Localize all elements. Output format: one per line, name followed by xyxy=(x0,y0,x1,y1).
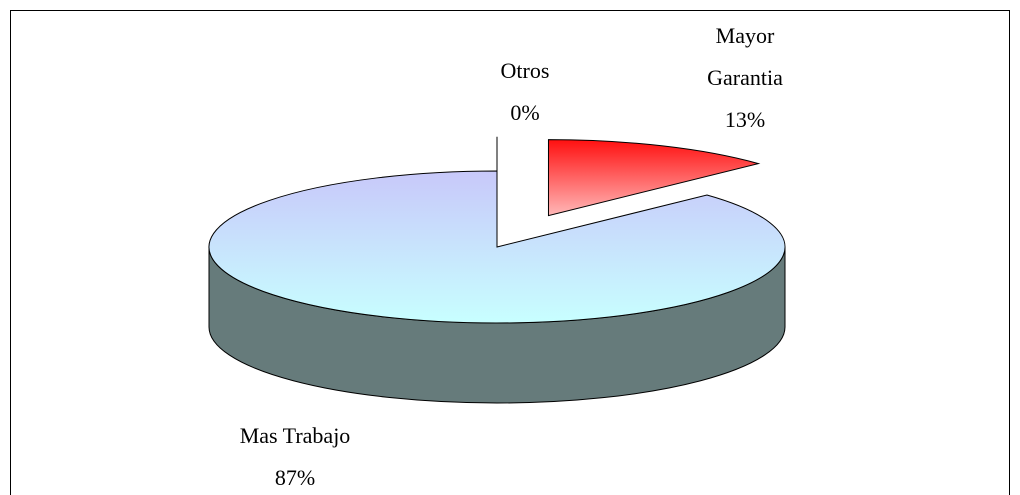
slice-name: Mayor Garantia xyxy=(707,23,783,90)
slice-label: Otros 0% xyxy=(425,50,625,134)
slice-value: 0% xyxy=(510,100,540,125)
slice-name: Mas Trabajo xyxy=(239,423,351,448)
chart-frame xyxy=(10,10,1010,495)
slice-top xyxy=(208,170,786,324)
slice-name: Otros xyxy=(500,58,550,83)
slice-value: 87% xyxy=(274,465,316,490)
slice-top xyxy=(547,139,761,217)
slice-label: Mayor Garantia 13% xyxy=(685,15,805,141)
slice-value: 13% xyxy=(724,107,766,132)
slice-label: Mas Trabajo 87% xyxy=(195,415,395,495)
